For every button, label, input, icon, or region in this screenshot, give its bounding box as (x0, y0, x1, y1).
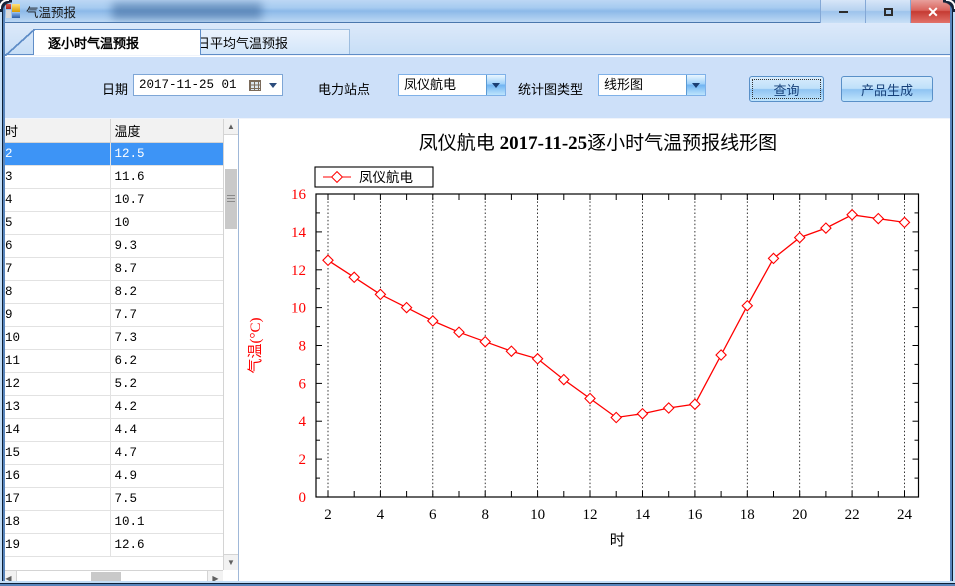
svg-text:0: 0 (299, 490, 307, 506)
svg-text:14: 14 (635, 507, 651, 523)
svg-text:22: 22 (845, 507, 860, 523)
svg-text:凤仪航电 2017-11-25逐小时气温预报线形图: 凤仪航电 2017-11-25逐小时气温预报线形图 (419, 132, 777, 154)
svg-text:16: 16 (687, 507, 703, 523)
svg-text:8: 8 (299, 339, 307, 355)
svg-text:6: 6 (299, 376, 307, 392)
svg-text:14: 14 (291, 225, 307, 241)
svg-text:4: 4 (377, 507, 385, 523)
svg-text:10: 10 (530, 507, 545, 523)
svg-text:8: 8 (481, 507, 489, 523)
svg-text:12: 12 (291, 263, 306, 279)
svg-text:12: 12 (583, 507, 598, 523)
svg-text:2: 2 (324, 507, 332, 523)
svg-text:20: 20 (792, 507, 807, 523)
svg-text:16: 16 (291, 187, 307, 203)
svg-text:4: 4 (299, 414, 307, 430)
svg-text:2: 2 (299, 452, 307, 468)
svg-text:凤仪航电: 凤仪航电 (359, 170, 413, 185)
svg-text:气温(°C): 气温(°C) (247, 318, 264, 374)
svg-text:18: 18 (740, 507, 755, 523)
svg-text:24: 24 (897, 507, 913, 523)
svg-text:6: 6 (429, 507, 437, 523)
svg-text:10: 10 (291, 301, 306, 317)
svg-text:时: 时 (610, 532, 625, 549)
